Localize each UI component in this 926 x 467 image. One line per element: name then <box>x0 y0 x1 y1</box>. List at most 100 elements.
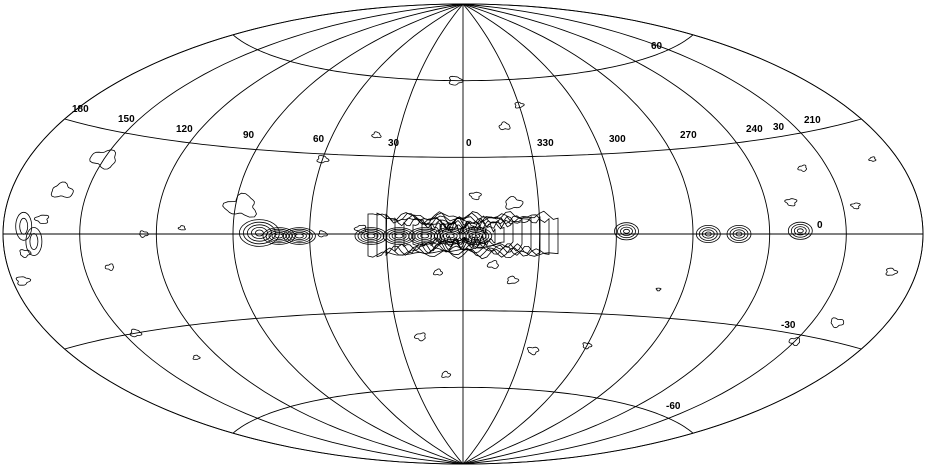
isolated-source-21 <box>849 202 861 210</box>
lon-label-180: 180 <box>72 104 89 115</box>
peak-contour <box>471 233 481 239</box>
isolated-source-9 <box>353 224 367 233</box>
isolated-source-6 <box>139 230 149 238</box>
lon-label-120: 120 <box>176 124 193 135</box>
lon-label-300: 300 <box>609 134 626 145</box>
plane-source-contour <box>698 227 718 241</box>
isolated-source-5 <box>104 263 115 271</box>
peak-contour <box>442 231 458 240</box>
cygnus-contour <box>238 219 280 247</box>
isolated-source-33 <box>868 156 877 162</box>
lon-label-330: 330 <box>537 138 554 149</box>
isolated-source-18 <box>371 131 382 139</box>
peak-contour <box>366 233 376 239</box>
plane-source-contour <box>793 226 807 236</box>
isolated-source-20 <box>784 198 798 207</box>
lat-label-minus-60: -60 <box>666 401 681 412</box>
map-outline <box>2 3 924 465</box>
edge-source-contour <box>25 227 43 256</box>
peak-contour <box>388 230 410 242</box>
cygnus-contour <box>250 226 268 239</box>
peak-contour <box>439 230 461 242</box>
isolated-source-11 <box>505 196 524 210</box>
lon-label-30-right: 30 <box>773 122 785 133</box>
cygnus-contour <box>246 224 272 242</box>
isolated-source-12 <box>486 260 499 269</box>
peak-contour <box>294 233 304 239</box>
isolated-source-30 <box>192 354 201 360</box>
lon-label-60: 60 <box>313 134 325 145</box>
peak-contour <box>408 227 442 245</box>
peak-contour <box>385 228 413 244</box>
parallel--30 <box>64 310 862 350</box>
isolated-source-23 <box>830 317 845 329</box>
isolated-source-10 <box>468 191 482 201</box>
plane-source-contour <box>735 231 743 237</box>
plane-source-contour <box>732 229 746 239</box>
peak-contour <box>282 227 316 245</box>
peak-contour <box>394 233 404 239</box>
isolated-source-27 <box>414 332 426 342</box>
peak-contour <box>354 227 388 245</box>
plane-source-contour <box>704 231 712 237</box>
coordinate-labels: 180 150 120 90 60 30 0 330 300 270 240 3… <box>72 41 823 412</box>
isolated-source-14 <box>506 275 520 285</box>
isolated-source-29 <box>655 287 662 292</box>
peak-contour <box>391 231 407 240</box>
plane-source-contour <box>614 222 639 241</box>
isolated-source-19 <box>316 155 330 164</box>
edge-source-contour <box>29 233 39 250</box>
plane-source-contour <box>695 224 721 243</box>
isolated-source-26 <box>582 342 593 350</box>
plane-source-contour <box>796 228 804 234</box>
lon-label-210: 210 <box>804 115 821 126</box>
plane-source-contour <box>787 221 813 240</box>
peak-contour <box>363 231 379 240</box>
isolated-source-28 <box>441 370 452 378</box>
edge-source-contour <box>15 211 33 241</box>
lon-label-0: 0 <box>466 138 472 149</box>
lon-label-30: 30 <box>388 138 400 149</box>
isolated-source-32 <box>797 164 808 172</box>
lat-label-minus-30: -30 <box>781 320 796 331</box>
isolated-source-13 <box>432 268 444 276</box>
isolated-source-1 <box>50 181 74 198</box>
lon-label-270: 270 <box>680 130 697 141</box>
peak-contour <box>417 231 433 240</box>
lat-label-0: 0 <box>817 220 823 231</box>
plane-source-contour <box>617 224 636 239</box>
isolated-source-4 <box>15 276 32 286</box>
peak-contour <box>445 233 455 239</box>
peak-contour <box>357 228 385 244</box>
isolated-source-2 <box>89 149 117 170</box>
plane-source-contour <box>729 227 749 241</box>
parallel-30 <box>64 118 862 158</box>
peak-contour <box>433 227 467 245</box>
isolated-source-22 <box>885 267 899 276</box>
parallel--60 <box>232 386 694 434</box>
lon-label-150: 150 <box>118 114 135 125</box>
lat-label-60: 60 <box>651 41 663 52</box>
plane-source-contour <box>790 224 810 238</box>
lon-label-90: 90 <box>243 130 255 141</box>
peak-contour <box>262 227 296 245</box>
cygnus-spur <box>222 192 257 218</box>
isolated-source-7 <box>177 225 186 231</box>
peak-contour <box>420 233 430 239</box>
isolated-source-17 <box>514 101 525 109</box>
plane-contour-0 <box>367 210 559 260</box>
isolated-source-25 <box>527 346 540 356</box>
peak-contour <box>436 228 464 244</box>
peak-contour <box>360 230 382 242</box>
isolated-source-0 <box>33 214 50 225</box>
plane-contour-1 <box>376 212 550 258</box>
peak-contour <box>285 228 313 244</box>
cygnus-contour <box>254 229 264 237</box>
isolated-source-24 <box>788 337 801 346</box>
cygnus-contour <box>242 221 276 245</box>
peak-contour <box>468 231 484 240</box>
lon-label-240: 240 <box>746 124 763 135</box>
edge-source-contour <box>19 217 29 235</box>
plane-source-contour <box>623 228 630 234</box>
